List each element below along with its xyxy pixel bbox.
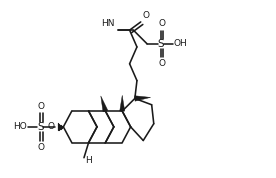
- Text: S: S: [37, 122, 44, 132]
- Polygon shape: [120, 95, 125, 111]
- Text: H: H: [85, 156, 92, 165]
- Text: O: O: [38, 102, 45, 111]
- Text: HN: HN: [102, 19, 115, 28]
- Text: OH: OH: [174, 39, 187, 48]
- Text: HO: HO: [14, 122, 27, 131]
- Text: O: O: [158, 59, 165, 68]
- Text: O: O: [48, 122, 55, 131]
- Text: S: S: [157, 39, 164, 49]
- Text: O: O: [38, 143, 45, 152]
- Polygon shape: [135, 96, 151, 101]
- Text: O: O: [158, 19, 165, 28]
- Text: O: O: [142, 11, 149, 20]
- Polygon shape: [101, 96, 108, 112]
